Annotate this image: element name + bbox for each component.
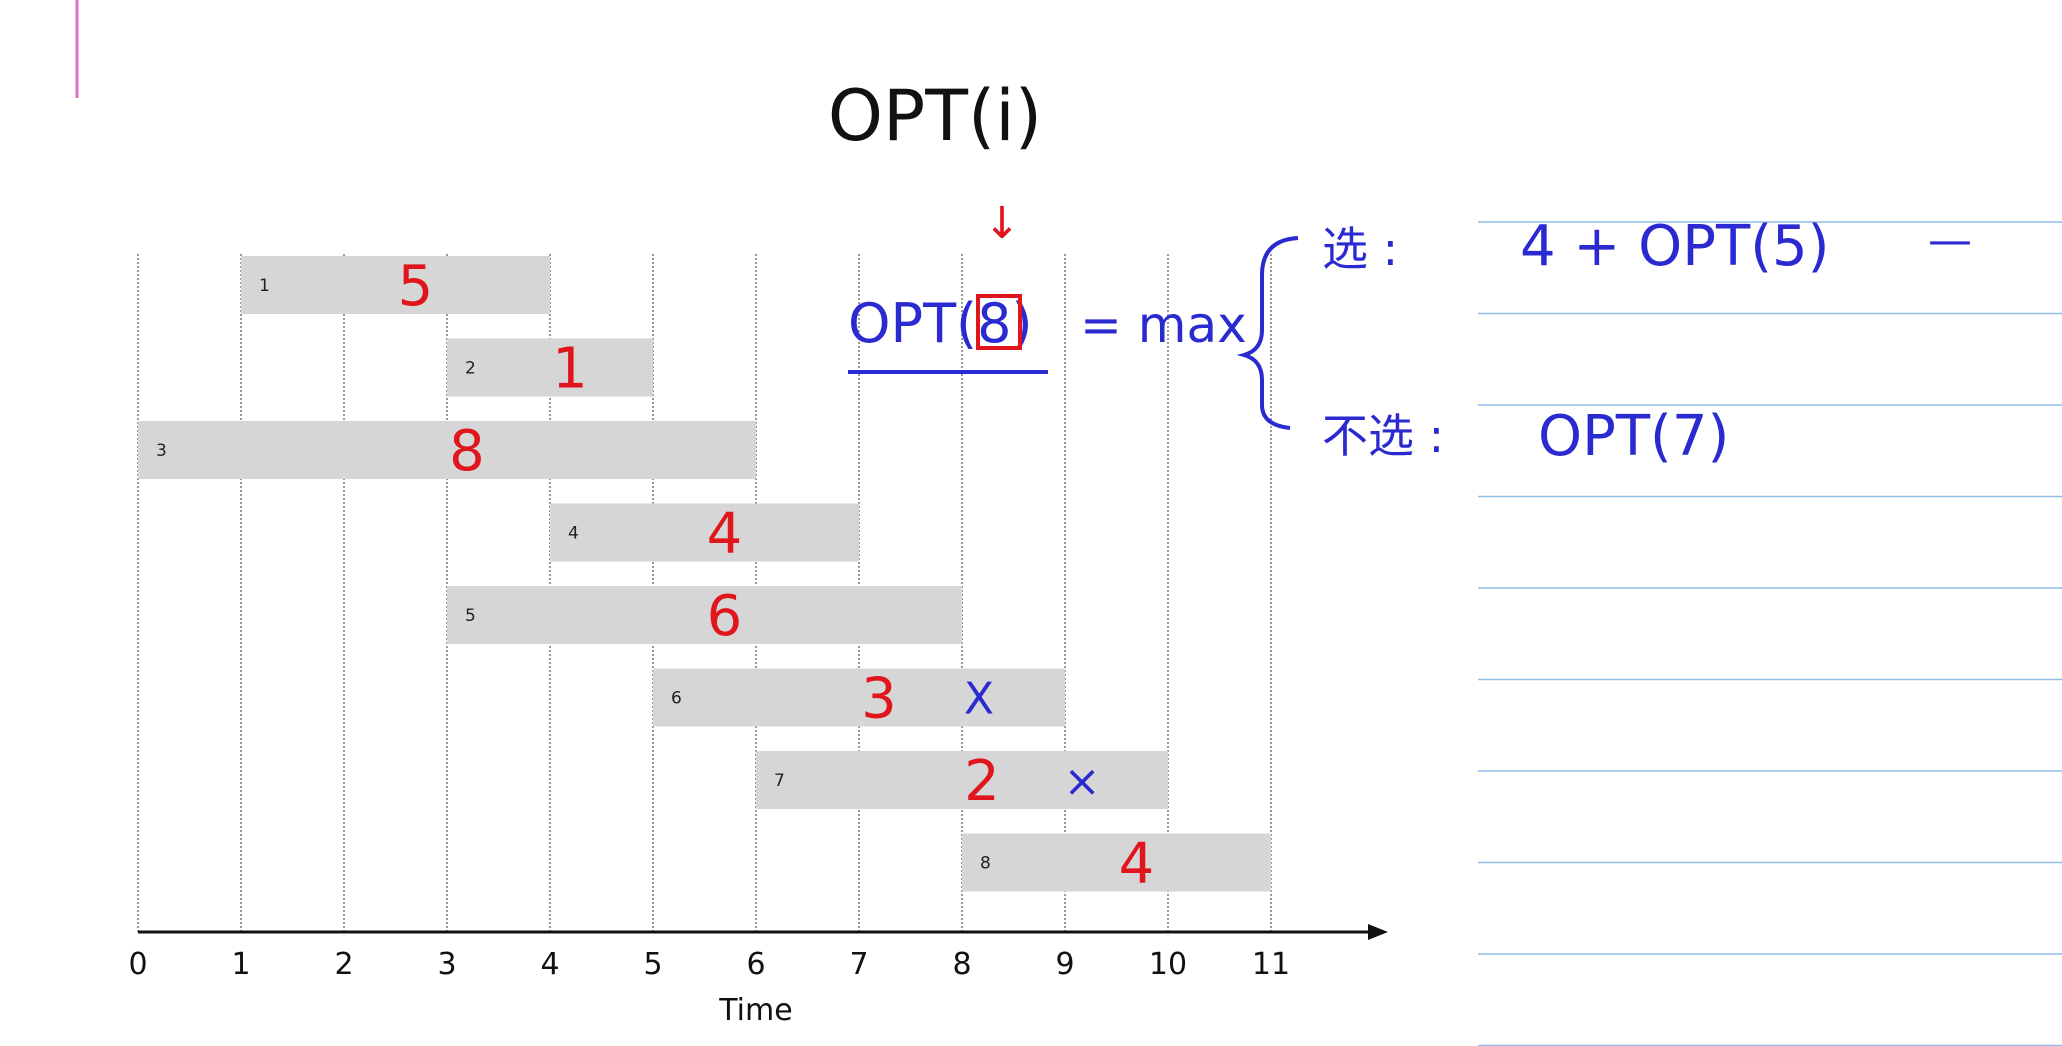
- x-tick-label: 0: [128, 947, 147, 982]
- job-bar-rect: [756, 751, 1168, 809]
- job-id-label: 3: [156, 441, 167, 461]
- x-tick-label: 3: [437, 947, 456, 982]
- job-bar-6: 6 3 X: [653, 667, 1065, 732]
- job-weight-label: 8: [449, 419, 485, 484]
- job-weight-label: 6: [707, 584, 743, 649]
- choose-expression: 4 + OPT(5): [1520, 214, 1830, 279]
- x-axis-title: Time: [718, 993, 792, 1028]
- x-tick-label: 4: [540, 947, 559, 982]
- job-excluded-mark: X: [964, 674, 994, 725]
- notebook-lines: [1478, 221, 2062, 1046]
- job-bar-7: 7 2 ×: [756, 749, 1168, 814]
- formula-lhs: OPT(8): [848, 292, 1033, 355]
- skip-label: 不选 :: [1322, 409, 1444, 463]
- job-bar-rect: [962, 833, 1271, 892]
- job-bar-rect: [447, 338, 653, 397]
- x-tick-label: 8: [952, 947, 971, 982]
- index-highlight-box: [976, 294, 1022, 350]
- job-id-label: 5: [465, 606, 476, 626]
- formula-eq-max: = max: [1080, 296, 1247, 354]
- job-weight-label: 3: [861, 667, 897, 732]
- x-tick-label: 6: [746, 947, 765, 982]
- job-weight-label: 5: [398, 254, 434, 319]
- x-tick-label: 1: [231, 947, 250, 982]
- x-axis-arrow-icon: [1368, 924, 1388, 940]
- x-tick-label: 9: [1055, 947, 1074, 982]
- formula-lhs-index: 8: [977, 292, 1011, 355]
- job-bar-rect: [138, 421, 756, 479]
- job-weight-label: 4: [1119, 832, 1155, 897]
- job-id-label: 1: [259, 276, 270, 296]
- x-tick-label: 5: [643, 947, 662, 982]
- job-weight-label: 2: [964, 749, 1000, 814]
- job-id-label: 2: [465, 359, 476, 379]
- job-weight-label: 1: [552, 337, 588, 402]
- recurrence-formula: ↓ OPT(8) = max 选 : 4 + OPT(5) — 不选 : OPT…: [848, 198, 1972, 469]
- job-bar-rect: [653, 668, 1065, 727]
- job-bar-rect: [550, 503, 859, 562]
- x-tick-label: 10: [1149, 947, 1187, 982]
- choose-tail: —: [1928, 215, 1972, 266]
- job-id-label: 8: [980, 854, 991, 874]
- job-bar-rect: [447, 586, 962, 644]
- job-id-label: 7: [774, 771, 785, 791]
- time-axis: 0 1 2 3 4 5 6 7 8 9 10 11 Time: [128, 924, 1388, 1028]
- job-bar-rect: [241, 256, 550, 314]
- skip-expression: OPT(7): [1538, 404, 1729, 469]
- x-tick-label: 11: [1252, 947, 1290, 982]
- job-bars: 1 52 13 84 45 66 3 X7 2 ×8 4: [138, 254, 1271, 897]
- job-excluded-mark: ×: [1064, 756, 1101, 807]
- formula-lhs-suffix: ): [1011, 292, 1032, 355]
- brace-icon: [1236, 236, 1299, 430]
- choose-label: 选 :: [1322, 222, 1398, 276]
- job-weight-label: 4: [707, 502, 743, 567]
- pointer-arrow: ↓: [984, 198, 1021, 249]
- formula-lhs-prefix: OPT(: [848, 292, 977, 355]
- job-id-label: 4: [568, 524, 579, 544]
- x-tick-label: 7: [849, 947, 868, 982]
- x-tick-label: 2: [334, 947, 353, 982]
- page-title: OPT(i): [828, 75, 1042, 157]
- job-id-label: 6: [671, 689, 682, 709]
